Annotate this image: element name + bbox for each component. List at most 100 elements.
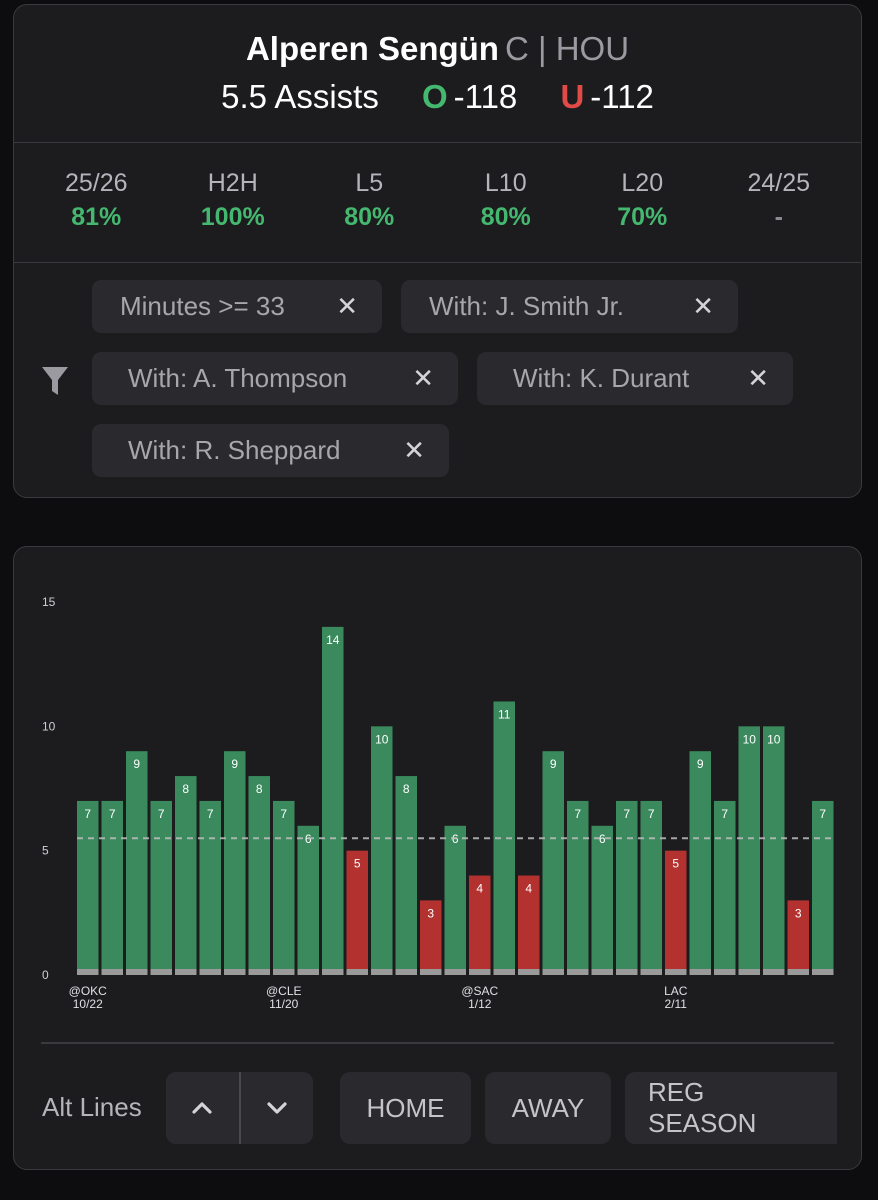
stat-l20[interactable]: L20 70% (574, 143, 711, 262)
bar (224, 751, 246, 969)
filter-chip-label: With: R. Sheppard (128, 435, 341, 465)
bar-value-label: 4 (476, 882, 483, 896)
bar-base (126, 969, 148, 975)
bar-value-label: 7 (648, 807, 655, 821)
x-axis-date-label: 11/20 (269, 997, 298, 1011)
close-icon[interactable]: ✕ (692, 291, 714, 321)
filter-chip-label: Minutes >= 33 (120, 291, 285, 321)
stat-last-season[interactable]: 24/25 - (711, 143, 848, 262)
close-icon[interactable]: ✕ (403, 435, 425, 465)
stat-season[interactable]: 25/26 81% (28, 143, 165, 262)
x-axis-opponent-label: @CLE (266, 984, 302, 998)
bar (787, 900, 809, 969)
bar-value-label: 7 (158, 807, 165, 821)
bar-value-label: 4 (525, 882, 532, 896)
bar-base (224, 969, 246, 975)
bar (77, 800, 99, 969)
bar (567, 800, 589, 969)
stat-value: - (774, 203, 783, 231)
close-icon[interactable]: ✕ (747, 363, 769, 393)
bar-value-label: 8 (182, 782, 189, 796)
chevron-down-icon (267, 1102, 287, 1114)
filter-icon[interactable] (40, 364, 70, 398)
stat-label: L20 (621, 169, 664, 197)
bar-value-label: 10 (375, 732, 389, 746)
bar-value-label: 10 (767, 732, 781, 746)
bar-value-label: 9 (697, 757, 704, 771)
stepper-divider (238, 1072, 241, 1144)
bar-value-label: 8 (403, 782, 410, 796)
bar (665, 850, 687, 969)
stat-l5[interactable]: L5 80% (301, 143, 438, 262)
stat-label: 24/25 (747, 169, 811, 197)
reg-season-filter-button[interactable]: REG SEASON (625, 1072, 837, 1144)
bar (346, 850, 368, 969)
bar-base (346, 969, 368, 975)
filter-chip[interactable]: Minutes >= 33 ✕ (92, 280, 382, 333)
bar (101, 800, 123, 969)
player-name: Alperen Sengün (245, 30, 499, 67)
bar-value-label: 6 (599, 832, 606, 846)
filter-chip-label: With: K. Durant (513, 363, 690, 393)
bar (640, 800, 662, 969)
stat-h2h[interactable]: H2H 100% (165, 143, 302, 262)
bar-base (273, 969, 295, 975)
bar-value-label: 9 (133, 757, 140, 771)
bar (616, 800, 638, 969)
bar-value-label: 3 (427, 906, 434, 920)
filter-chip[interactable]: With: K. Durant ✕ (477, 352, 793, 405)
close-icon[interactable]: ✕ (412, 363, 434, 393)
stat-label: 25/26 (64, 169, 128, 197)
bar-base (567, 969, 589, 975)
bar-value-label: 14 (326, 633, 340, 647)
bar-base (640, 969, 662, 975)
bar-base (493, 969, 515, 975)
close-icon[interactable]: ✕ (336, 291, 358, 321)
bar-base (812, 969, 834, 975)
x-axis-opponent-label: @SAC (461, 984, 498, 998)
chevron-up-icon (192, 1102, 212, 1114)
filter-chip[interactable]: With: A. Thompson ✕ (92, 352, 458, 405)
filter-chip-label: With: J. Smith Jr. (429, 291, 625, 321)
bar-base (518, 969, 540, 975)
away-filter-button[interactable]: AWAY (485, 1072, 611, 1144)
bar (763, 726, 785, 969)
prop-card: Alperen Sengün C | HOU 5.5 Assists O -118 … (13, 4, 862, 498)
alt-line-up-button[interactable] (166, 1072, 239, 1144)
bar-base (616, 969, 638, 975)
bar-base (297, 969, 319, 975)
y-tick-label: 15 (42, 595, 56, 609)
under-label[interactable]: U (560, 78, 585, 115)
bar (493, 701, 515, 969)
bar-base (175, 969, 197, 975)
bar (812, 800, 834, 969)
alt-lines-label: Alt Lines (42, 1092, 142, 1122)
bar-value-label: 8 (256, 782, 263, 796)
bar-base (371, 969, 393, 975)
stat-value: 80% (344, 203, 395, 231)
bar (714, 800, 736, 969)
prop-line-row: 5.5 Assists O -118 U -112 (14, 77, 861, 117)
bar-base (738, 969, 760, 975)
over-label[interactable]: O (422, 78, 448, 115)
stat-l10[interactable]: L10 80% (438, 143, 575, 262)
bar-value-label: 11 (498, 707, 511, 721)
x-axis-opponent-label: LAC (664, 984, 688, 998)
under-odds[interactable]: -112 (590, 78, 654, 115)
stat-label: L10 (484, 169, 527, 197)
bar-value-label: 9 (550, 757, 557, 771)
x-axis-date-label: 2/11 (665, 997, 688, 1011)
filter-section: Minutes >= 33 ✕ With: J. Smith Jr. ✕ Wit… (14, 263, 861, 497)
filter-chip[interactable]: With: J. Smith Jr. ✕ (401, 280, 738, 333)
stat-value: 80% (480, 203, 531, 231)
bar (297, 825, 319, 969)
bar-value-label: 7 (207, 807, 214, 821)
bar-base (591, 969, 613, 975)
y-tick-label: 5 (42, 844, 49, 858)
filter-chip[interactable]: With: R. Sheppard ✕ (92, 424, 449, 477)
stat-label: H2H (207, 169, 258, 197)
bar-value-label: 7 (109, 807, 116, 821)
home-filter-button[interactable]: HOME (340, 1072, 471, 1144)
alt-line-down-button[interactable] (241, 1072, 314, 1144)
over-odds[interactable]: -118 (453, 78, 518, 115)
